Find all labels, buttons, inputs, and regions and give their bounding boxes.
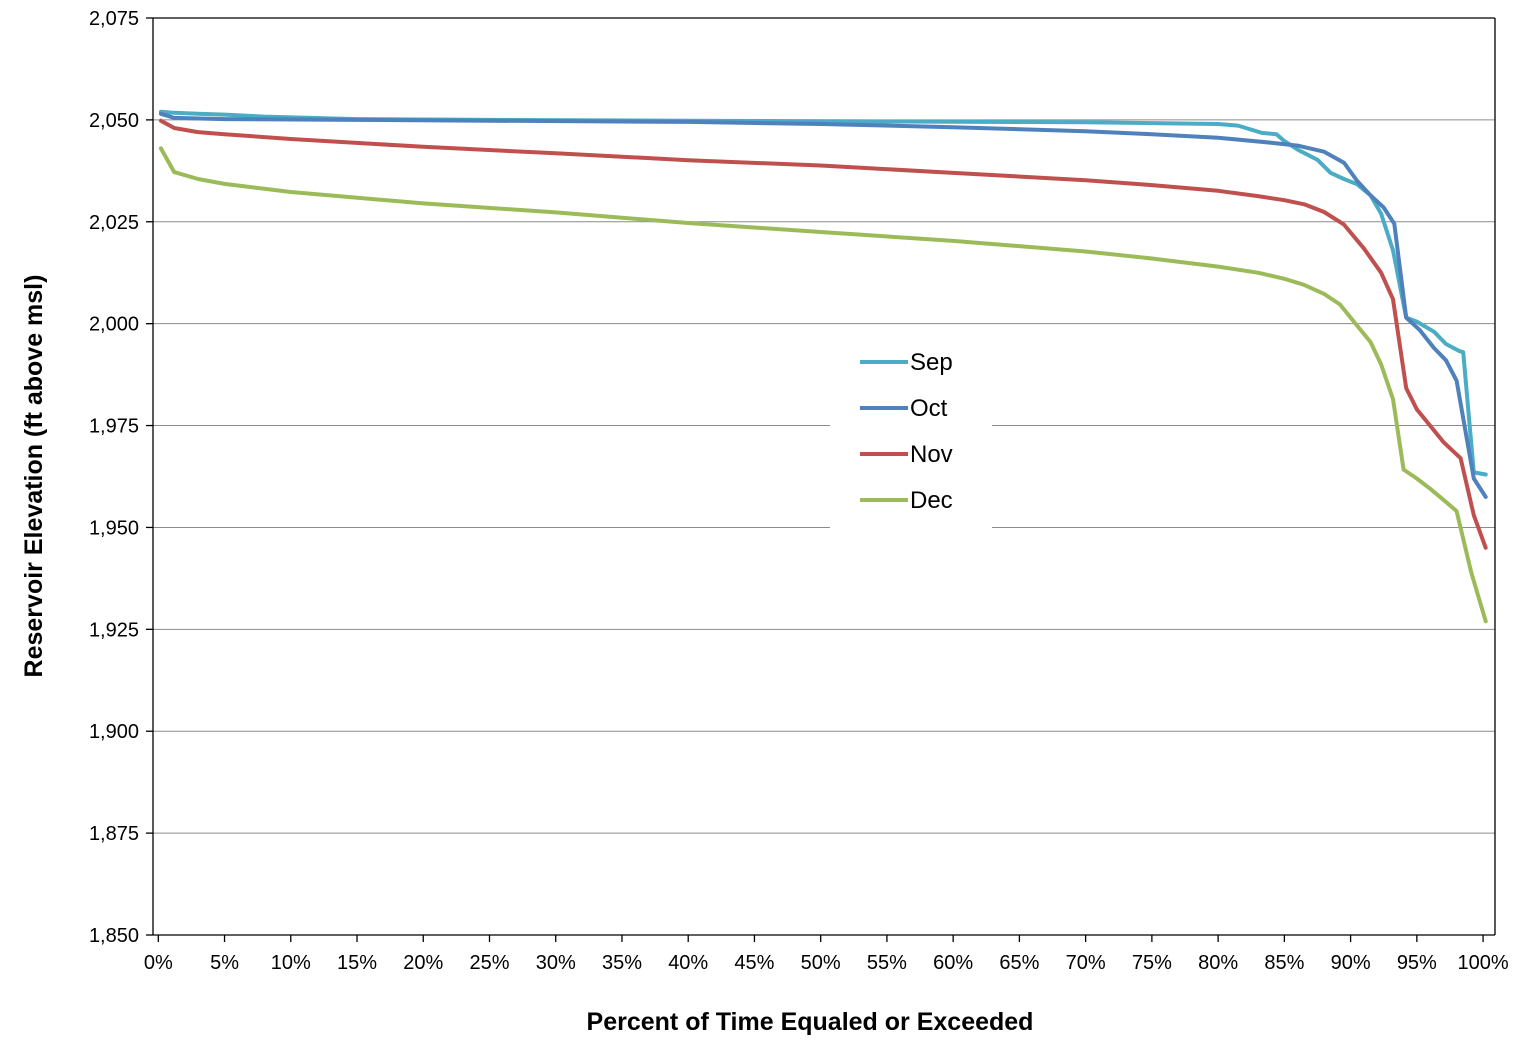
legend: Sep Oct Nov Dec: [830, 338, 992, 530]
y-tick-label: 2,025: [89, 212, 139, 234]
series-line-dec: [158, 146, 1488, 624]
x-tick-label: 10%: [271, 952, 311, 974]
x-tick-label: 70%: [1066, 952, 1106, 974]
y-tick-label: 2,000: [89, 314, 139, 336]
x-tick-label: 75%: [1132, 952, 1172, 974]
y-tick-label: 2,050: [89, 110, 139, 132]
x-tick-label: 100%: [1457, 952, 1508, 974]
y-tick-label: 1,850: [89, 925, 139, 947]
y-tick-label: 1,925: [89, 619, 139, 641]
y-tick-label: 1,975: [89, 416, 139, 438]
x-axis-title: Percent of Time Equaled or Exceeded: [587, 1008, 1034, 1036]
x-tick-label: 65%: [999, 952, 1039, 974]
x-tick-label: 50%: [801, 952, 841, 974]
y-axis-title: Reservoir Elevation (ft above msl): [20, 275, 48, 678]
y-tick-label: 1,950: [89, 517, 139, 539]
x-tick-label: 15%: [337, 952, 377, 974]
series-line-nov: [158, 118, 1488, 550]
legend-label-sep: Sep: [910, 349, 953, 376]
legend-label-nov: Nov: [910, 441, 953, 468]
legend-label-dec: Dec: [910, 487, 953, 514]
legend-box: [830, 338, 992, 530]
x-tick-label: 40%: [668, 952, 708, 974]
axis-ticks: 1,850 1,875 1,900 1,925 1,950 1,975 2,000 2,025…: [89, 8, 1509, 974]
x-tick-label: 80%: [1198, 952, 1238, 974]
x-tick-label: 90%: [1331, 952, 1371, 974]
x-tick-label: 25%: [469, 952, 509, 974]
axes: [152, 17, 1496, 936]
x-tick-label: 60%: [933, 952, 973, 974]
x-tick-label: 0%: [144, 952, 173, 974]
x-tick-label: 35%: [602, 952, 642, 974]
y-tick-label: 1,900: [89, 721, 139, 743]
x-tick-label: 45%: [734, 952, 774, 974]
x-tick-label: 30%: [536, 952, 576, 974]
plot-series: [158, 109, 1488, 624]
series-line-oct: [158, 111, 1488, 499]
y-tick-label: 2,075: [89, 8, 139, 30]
x-tick-label: 85%: [1264, 952, 1304, 974]
y-tick-label: 1,875: [89, 823, 139, 845]
x-tick-label: 20%: [403, 952, 443, 974]
x-tick-label: 95%: [1397, 952, 1437, 974]
x-tick-label: 5%: [210, 952, 239, 974]
legend-label-oct: Oct: [910, 395, 948, 422]
x-tick-label: 55%: [867, 952, 907, 974]
